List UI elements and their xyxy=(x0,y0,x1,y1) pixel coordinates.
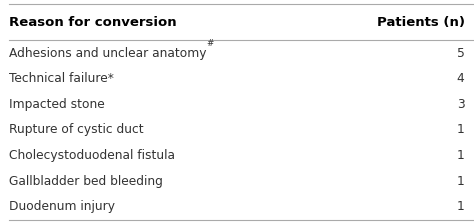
Text: Technical failure*: Technical failure* xyxy=(9,72,114,85)
Text: Impacted stone: Impacted stone xyxy=(9,98,105,111)
Text: Cholecystoduodenal fistula: Cholecystoduodenal fistula xyxy=(9,149,175,162)
Text: Reason for conversion: Reason for conversion xyxy=(9,16,177,29)
Text: Rupture of cystic duct: Rupture of cystic duct xyxy=(9,123,144,136)
Text: Duodenum injury: Duodenum injury xyxy=(9,200,116,213)
Text: 1: 1 xyxy=(457,149,465,162)
Text: 1: 1 xyxy=(457,200,465,213)
Text: Adhesions and unclear anatomy: Adhesions and unclear anatomy xyxy=(9,47,207,60)
Text: 1: 1 xyxy=(457,175,465,188)
Text: 5: 5 xyxy=(456,47,465,60)
Text: 1: 1 xyxy=(457,123,465,136)
Text: #: # xyxy=(206,39,214,48)
Text: 3: 3 xyxy=(457,98,465,111)
Text: Patients (n): Patients (n) xyxy=(376,16,465,29)
Text: 4: 4 xyxy=(457,72,465,85)
Text: Gallbladder bed bleeding: Gallbladder bed bleeding xyxy=(9,175,164,188)
